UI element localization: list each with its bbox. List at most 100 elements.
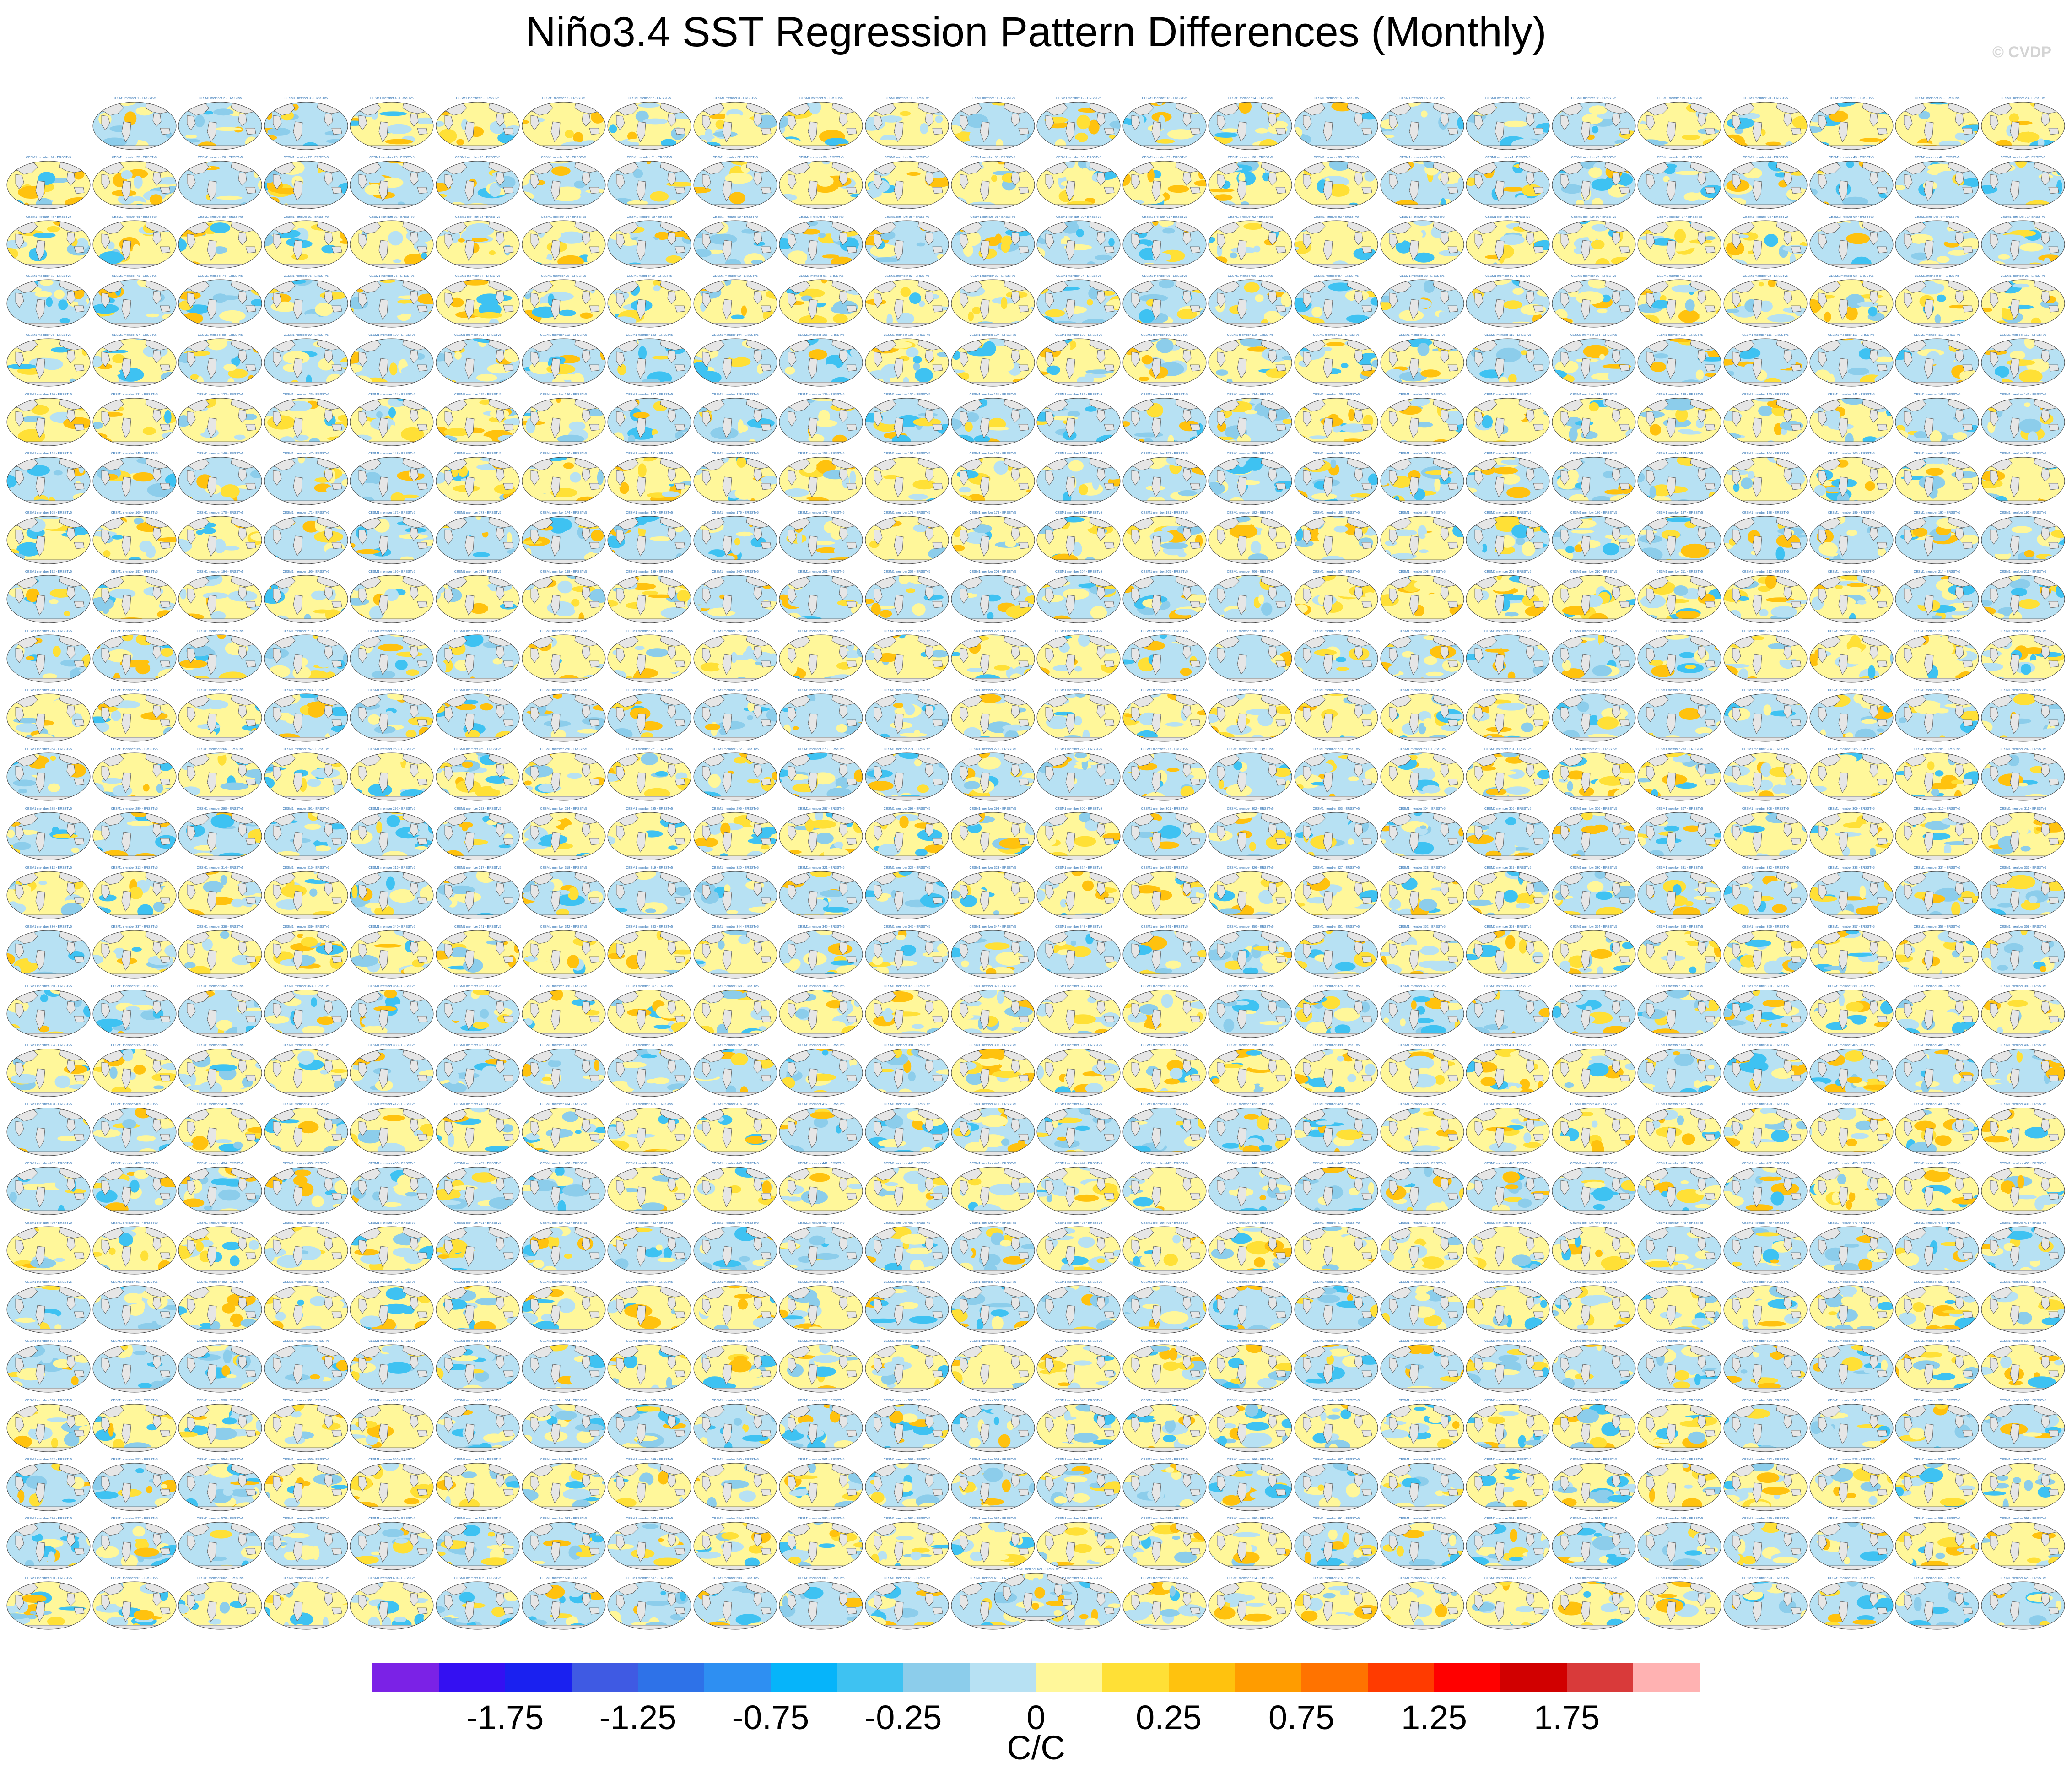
map-panel: CESM1 member 224 - ERSSTv5 xyxy=(692,630,778,684)
map-panel-title: CESM1 member 569 - ERSSTv5 xyxy=(1465,1458,1551,1461)
global-map xyxy=(693,575,777,623)
global-map xyxy=(693,1344,777,1393)
map-panel: CESM1 member 312 - ERSSTv5 xyxy=(5,866,92,920)
map-panel: CESM1 member 350 - ERSSTv5 xyxy=(1207,925,1293,979)
map-panel: CESM1 member 542 - ERSSTv5 xyxy=(1207,1399,1293,1453)
map-panel-title: CESM1 member 326 - ERSSTv5 xyxy=(1207,866,1293,870)
map-panel-title: CESM1 member 87 - ERSSTv5 xyxy=(1293,275,1379,278)
map-panel-title: CESM1 member 405 - ERSSTv5 xyxy=(1808,1044,1894,1047)
map-panel: CESM1 member 143 - ERSSTv5 xyxy=(1980,393,2066,447)
map-panel-title: CESM1 member 577 - ERSSTv5 xyxy=(92,1517,178,1520)
global-map xyxy=(1981,1285,2065,1334)
global-map xyxy=(1466,634,1550,683)
global-map xyxy=(1552,1167,1636,1215)
map-panel-title: CESM1 member 67 - ERSSTv5 xyxy=(1636,216,1722,219)
map-panel-title: CESM1 member 102 - ERSSTv5 xyxy=(521,334,607,337)
map-panel-title: CESM1 member 316 - ERSSTv5 xyxy=(349,866,435,870)
map-panel: CESM1 member 48 - ERSSTv5 xyxy=(5,216,92,270)
global-map xyxy=(1637,752,1721,801)
map-panel: CESM1 member 380 - ERSSTv5 xyxy=(1722,985,1808,1039)
map-panel: CESM1 member 327 - ERSSTv5 xyxy=(1293,866,1379,920)
global-map xyxy=(1637,279,1721,328)
global-map xyxy=(1036,1285,1121,1334)
map-panel: CESM1 member 505 - ERSSTv5 xyxy=(92,1340,178,1394)
global-map xyxy=(779,398,863,446)
map-panel: CESM1 member 517 - ERSSTv5 xyxy=(1122,1340,1208,1394)
map-panel: CESM1 member 294 - ERSSTv5 xyxy=(521,807,607,861)
map-panel-title: CESM1 member 376 - ERSSTv5 xyxy=(1379,985,1465,988)
map-panel-title: CESM1 member 318 - ERSSTv5 xyxy=(521,866,607,870)
map-panel: CESM1 member 2 - ERSSTv5 xyxy=(177,97,263,151)
global-map xyxy=(951,752,1035,801)
map-panel-title: CESM1 member 78 - ERSSTv5 xyxy=(521,275,607,278)
map-panel: CESM1 member 483 - ERSSTv5 xyxy=(263,1281,349,1335)
global-map xyxy=(92,752,177,801)
map-panel-title: CESM1 member 108 - ERSSTv5 xyxy=(1036,334,1122,337)
global-map xyxy=(178,575,262,623)
map-panel: CESM1 member 189 - ERSSTv5 xyxy=(1808,511,1894,565)
global-map xyxy=(1466,930,1550,979)
map-panel: CESM1 member 428 - ERSSTv5 xyxy=(1722,1103,1808,1157)
map-panel: CESM1 member 125 - ERSSTv5 xyxy=(435,393,521,447)
map-panel: CESM1 member 522 - ERSSTv5 xyxy=(1551,1340,1637,1394)
global-map xyxy=(6,752,91,801)
global-map xyxy=(1895,1108,1979,1156)
global-map xyxy=(1637,102,1721,150)
global-map xyxy=(6,812,91,860)
global-map xyxy=(1036,871,1121,919)
map-panel: CESM1 member 321 - ERSSTv5 xyxy=(778,866,864,920)
global-map xyxy=(1552,279,1636,328)
colorbar-box xyxy=(1434,1663,1500,1692)
global-map xyxy=(693,1581,777,1629)
global-map xyxy=(178,1344,262,1393)
map-panel-title: CESM1 member 476 - ERSSTv5 xyxy=(1722,1222,1808,1225)
map-panel-title: CESM1 member 171 - ERSSTv5 xyxy=(263,511,349,514)
global-map xyxy=(1895,752,1979,801)
map-panel: CESM1 member 45 - ERSSTv5 xyxy=(1808,156,1894,210)
map-panel-title: CESM1 member 334 - ERSSTv5 xyxy=(1894,866,1980,870)
map-panel-title: CESM1 member 323 - ERSSTv5 xyxy=(950,866,1036,870)
global-map xyxy=(436,1463,520,1511)
map-panel: CESM1 member 256 - ERSSTv5 xyxy=(1379,689,1465,743)
map-panel: CESM1 member 588 - ERSSTv5 xyxy=(1036,1517,1122,1571)
map-panel: CESM1 member 623 - ERSSTv5 xyxy=(1980,1577,2066,1631)
global-map xyxy=(1981,1404,2065,1452)
global-map xyxy=(6,990,91,1038)
global-map xyxy=(607,812,691,860)
map-panel: CESM1 member 600 - ERSSTv5 xyxy=(5,1577,92,1631)
map-panel-title: CESM1 member 448 - ERSSTv5 xyxy=(1379,1162,1465,1165)
map-panel: CESM1 member 592 - ERSSTv5 xyxy=(1379,1517,1465,1571)
map-panel-title: CESM1 member 136 - ERSSTv5 xyxy=(1379,393,1465,396)
map-panel-title: CESM1 member 314 - ERSSTv5 xyxy=(177,866,263,870)
global-map xyxy=(1552,930,1636,979)
map-panel-title: CESM1 member 389 - ERSSTv5 xyxy=(435,1044,521,1047)
map-panel: CESM1 member 41 - ERSSTv5 xyxy=(1465,156,1551,210)
map-panel-title: CESM1 member 421 - ERSSTv5 xyxy=(1122,1103,1208,1106)
global-map xyxy=(178,220,262,269)
global-map xyxy=(1723,752,1808,801)
global-map xyxy=(1294,1108,1378,1156)
map-panel: CESM1 member 573 - ERSSTv5 xyxy=(1808,1458,1894,1512)
global-map xyxy=(436,1108,520,1156)
map-panel: CESM1 member 423 - ERSSTv5 xyxy=(1293,1103,1379,1157)
global-map xyxy=(1637,1108,1721,1156)
map-panel: CESM1 member 362 - ERSSTv5 xyxy=(177,985,263,1039)
global-map xyxy=(951,457,1035,505)
map-panel: CESM1 member 185 - ERSSTv5 xyxy=(1465,511,1551,565)
map-panel: CESM1 member 608 - ERSSTv5 xyxy=(692,1577,778,1631)
map-panel-title: CESM1 member 10 - ERSSTv5 xyxy=(864,97,950,100)
global-map xyxy=(350,457,434,505)
map-panel-title: CESM1 member 92 - ERSSTv5 xyxy=(1722,275,1808,278)
map-panel-title: CESM1 member 274 - ERSSTv5 xyxy=(864,748,950,751)
global-map xyxy=(1036,990,1121,1038)
map-panel: CESM1 member 268 - ERSSTv5 xyxy=(349,748,435,802)
map-panel-title: CESM1 member 510 - ERSSTv5 xyxy=(521,1340,607,1343)
global-map xyxy=(1466,398,1550,446)
global-map xyxy=(1637,930,1721,979)
map-panel: CESM1 member 112 - ERSSTv5 xyxy=(1379,334,1465,388)
map-panel: CESM1 member 314 - ERSSTv5 xyxy=(177,866,263,920)
map-panel: CESM1 member 378 - ERSSTv5 xyxy=(1551,985,1637,1039)
global-map xyxy=(264,220,348,269)
global-map xyxy=(1294,812,1378,860)
map-panel: CESM1 member 204 - ERSSTv5 xyxy=(1036,570,1122,624)
